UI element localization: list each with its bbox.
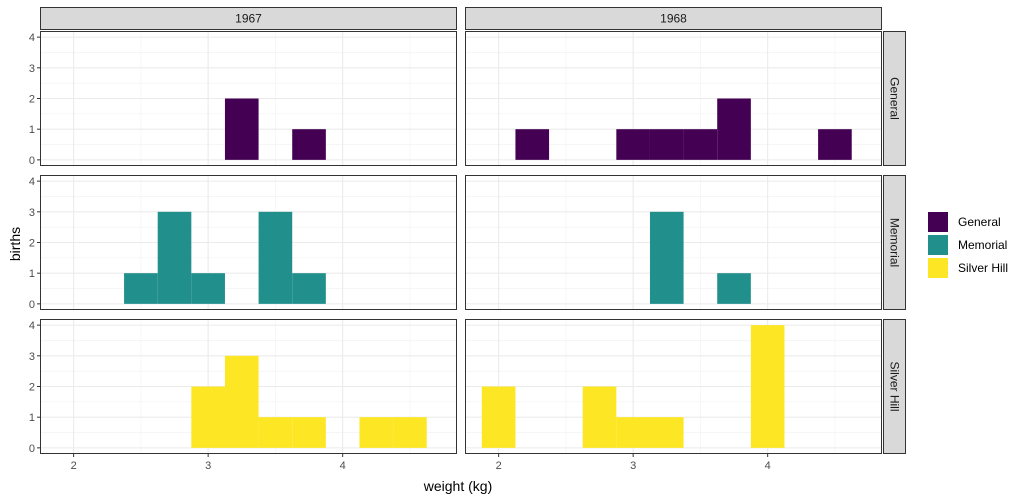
panel-1968-general bbox=[465, 31, 882, 166]
bar-memorial-1967 bbox=[258, 211, 293, 304]
bar-silver-hill-1967 bbox=[393, 417, 427, 448]
panel-1967-silver-hill bbox=[40, 319, 457, 454]
panel-border bbox=[40, 319, 457, 454]
column-strip-label: 1968 bbox=[660, 12, 687, 26]
y-tick-label: 3 bbox=[29, 63, 35, 75]
y-tick-label: 1 bbox=[29, 124, 35, 136]
column-strip-1967: 1967 bbox=[40, 7, 457, 30]
y-tick-label: 1 bbox=[29, 412, 35, 424]
y-tick-label: 3 bbox=[29, 351, 35, 363]
strip-background bbox=[883, 31, 906, 166]
bar-memorial-1968 bbox=[649, 211, 684, 304]
y-tick-label: 0 bbox=[29, 443, 35, 455]
panel-border bbox=[465, 175, 882, 310]
column-strip-label: 1967 bbox=[235, 12, 262, 26]
legend-item-memorial: Memorial bbox=[928, 235, 1007, 255]
legend: General Memorial Silver Hill bbox=[928, 212, 1008, 278]
x-tick-label: 3 bbox=[205, 460, 211, 472]
bar-general-1968 bbox=[818, 129, 852, 160]
row-strip-label: Memorial bbox=[888, 218, 902, 267]
facet-strips: 1967 1968 General Memorial Silver Hill bbox=[40, 7, 906, 454]
bar-general-1968 bbox=[616, 129, 650, 160]
bar-general-1967 bbox=[224, 98, 259, 160]
y-tick-label: 0 bbox=[29, 155, 35, 167]
bar-silver-hill-1967 bbox=[191, 386, 225, 448]
row-strip-memorial: Memorial bbox=[883, 175, 906, 310]
row-strip-silver-hill: Silver Hill bbox=[883, 319, 906, 454]
bar-general-1967 bbox=[292, 129, 326, 160]
y-tick-label: 2 bbox=[29, 382, 35, 394]
y-tick-label: 4 bbox=[29, 32, 35, 44]
y-tick-label: 4 bbox=[29, 176, 35, 188]
legend-item-general: General bbox=[928, 212, 1001, 232]
row-strip-general: General bbox=[883, 31, 906, 166]
panel-1968-memorial bbox=[465, 175, 882, 310]
legend-label: Memorial bbox=[958, 238, 1007, 252]
y-tick-label: 2 bbox=[29, 238, 35, 250]
bar-silver-hill-1968 bbox=[481, 386, 516, 448]
bar-general-1968 bbox=[515, 129, 550, 160]
bar-silver-hill-1968 bbox=[750, 325, 785, 448]
legend-label: Silver Hill bbox=[958, 261, 1008, 275]
panel-1968-silver-hill bbox=[465, 319, 882, 454]
strip-background bbox=[465, 7, 882, 30]
panels bbox=[40, 31, 882, 454]
bar-silver-hill-1967 bbox=[224, 355, 259, 448]
strip-background bbox=[883, 175, 906, 310]
axes: 0 1 2 3 4 0 1 2 3 4 0 1 2 3 4 2 3 4 2 3 4 bbox=[29, 32, 771, 472]
bar-silver-hill-1968 bbox=[616, 417, 650, 448]
bar-silver-hill-1967 bbox=[258, 417, 293, 448]
bar-general-1968 bbox=[717, 98, 751, 160]
panel-border bbox=[465, 319, 882, 454]
y-tick-label: 4 bbox=[29, 320, 35, 332]
bar-silver-hill-1967 bbox=[292, 417, 326, 448]
legend-label: General bbox=[958, 215, 1001, 229]
panel-1967-memorial bbox=[40, 175, 457, 310]
bar-memorial-1967 bbox=[191, 273, 225, 304]
legend-key bbox=[928, 212, 948, 232]
x-tick-label: 3 bbox=[630, 460, 636, 472]
legend-item-silver-hill: Silver Hill bbox=[928, 258, 1008, 278]
y-tick-label: 3 bbox=[29, 207, 35, 219]
x-axis-title: weight (kg) bbox=[423, 478, 492, 494]
panel-border bbox=[40, 31, 457, 166]
row-strip-label: General bbox=[888, 77, 902, 120]
panel-border bbox=[40, 175, 457, 310]
panel-1967-general bbox=[40, 31, 457, 166]
strip-background bbox=[40, 7, 457, 30]
bar-silver-hill-1968 bbox=[582, 386, 617, 448]
strip-background bbox=[883, 319, 906, 454]
bar-memorial-1967 bbox=[292, 273, 326, 304]
bar-memorial-1967 bbox=[157, 211, 192, 304]
legend-key bbox=[928, 258, 948, 278]
row-strip-label: Silver Hill bbox=[888, 361, 902, 411]
x-tick-label: 2 bbox=[496, 460, 502, 472]
y-tick-label: 1 bbox=[29, 268, 35, 280]
y-tick-label: 2 bbox=[29, 94, 35, 106]
bar-memorial-1967 bbox=[124, 273, 158, 304]
y-tick-label: 0 bbox=[29, 299, 35, 311]
bar-memorial-1968 bbox=[717, 273, 751, 304]
panel-border bbox=[465, 31, 882, 166]
x-tick-label: 4 bbox=[340, 460, 346, 472]
bar-general-1968 bbox=[683, 129, 718, 160]
legend-key bbox=[928, 235, 948, 255]
column-strip-1968: 1968 bbox=[465, 7, 882, 30]
x-tick-label: 2 bbox=[71, 460, 77, 472]
x-tick-label: 4 bbox=[765, 460, 771, 472]
bar-silver-hill-1967 bbox=[359, 417, 394, 448]
y-axis-title: births bbox=[7, 227, 23, 261]
bar-silver-hill-1968 bbox=[649, 417, 684, 448]
bar-general-1968 bbox=[649, 129, 684, 160]
